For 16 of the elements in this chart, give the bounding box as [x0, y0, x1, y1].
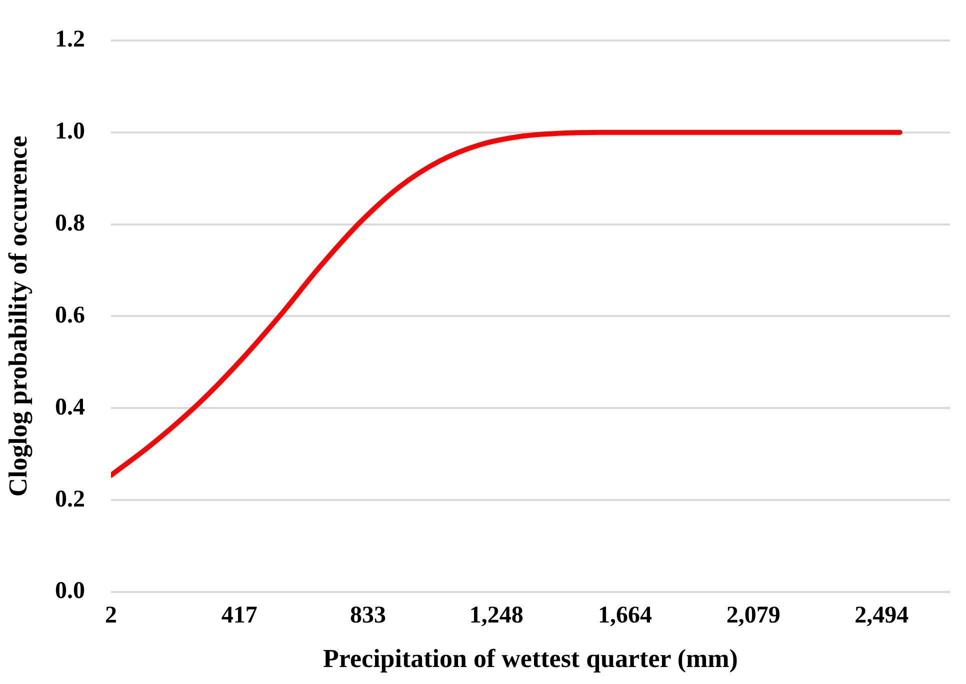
x-tick-label: 2,079	[726, 602, 780, 629]
y-tick-label: 0.4	[55, 394, 85, 420]
y-tick-label: 0.8	[55, 210, 85, 236]
x-tick-label: 1,248	[469, 602, 524, 629]
x-tick-label: 417	[221, 602, 258, 629]
y-tick-label: 1.2	[55, 26, 85, 53]
y-tick-label: 1.0	[55, 118, 85, 145]
y-tick-label: 0.2	[55, 486, 85, 512]
y-axis-title: Cloglog probability of occurence	[3, 136, 32, 497]
x-tick-label: 2	[105, 602, 117, 629]
y-tick-label: 0.6	[55, 302, 85, 328]
x-tick-label: 2,494	[854, 602, 909, 629]
x-axis-title: Precipitation of wettest quarter (mm)	[323, 644, 738, 674]
x-tick-label: 833	[350, 602, 386, 629]
x-tick-label: 1,664	[598, 602, 652, 629]
y-tick-label: 0.0	[55, 578, 85, 604]
